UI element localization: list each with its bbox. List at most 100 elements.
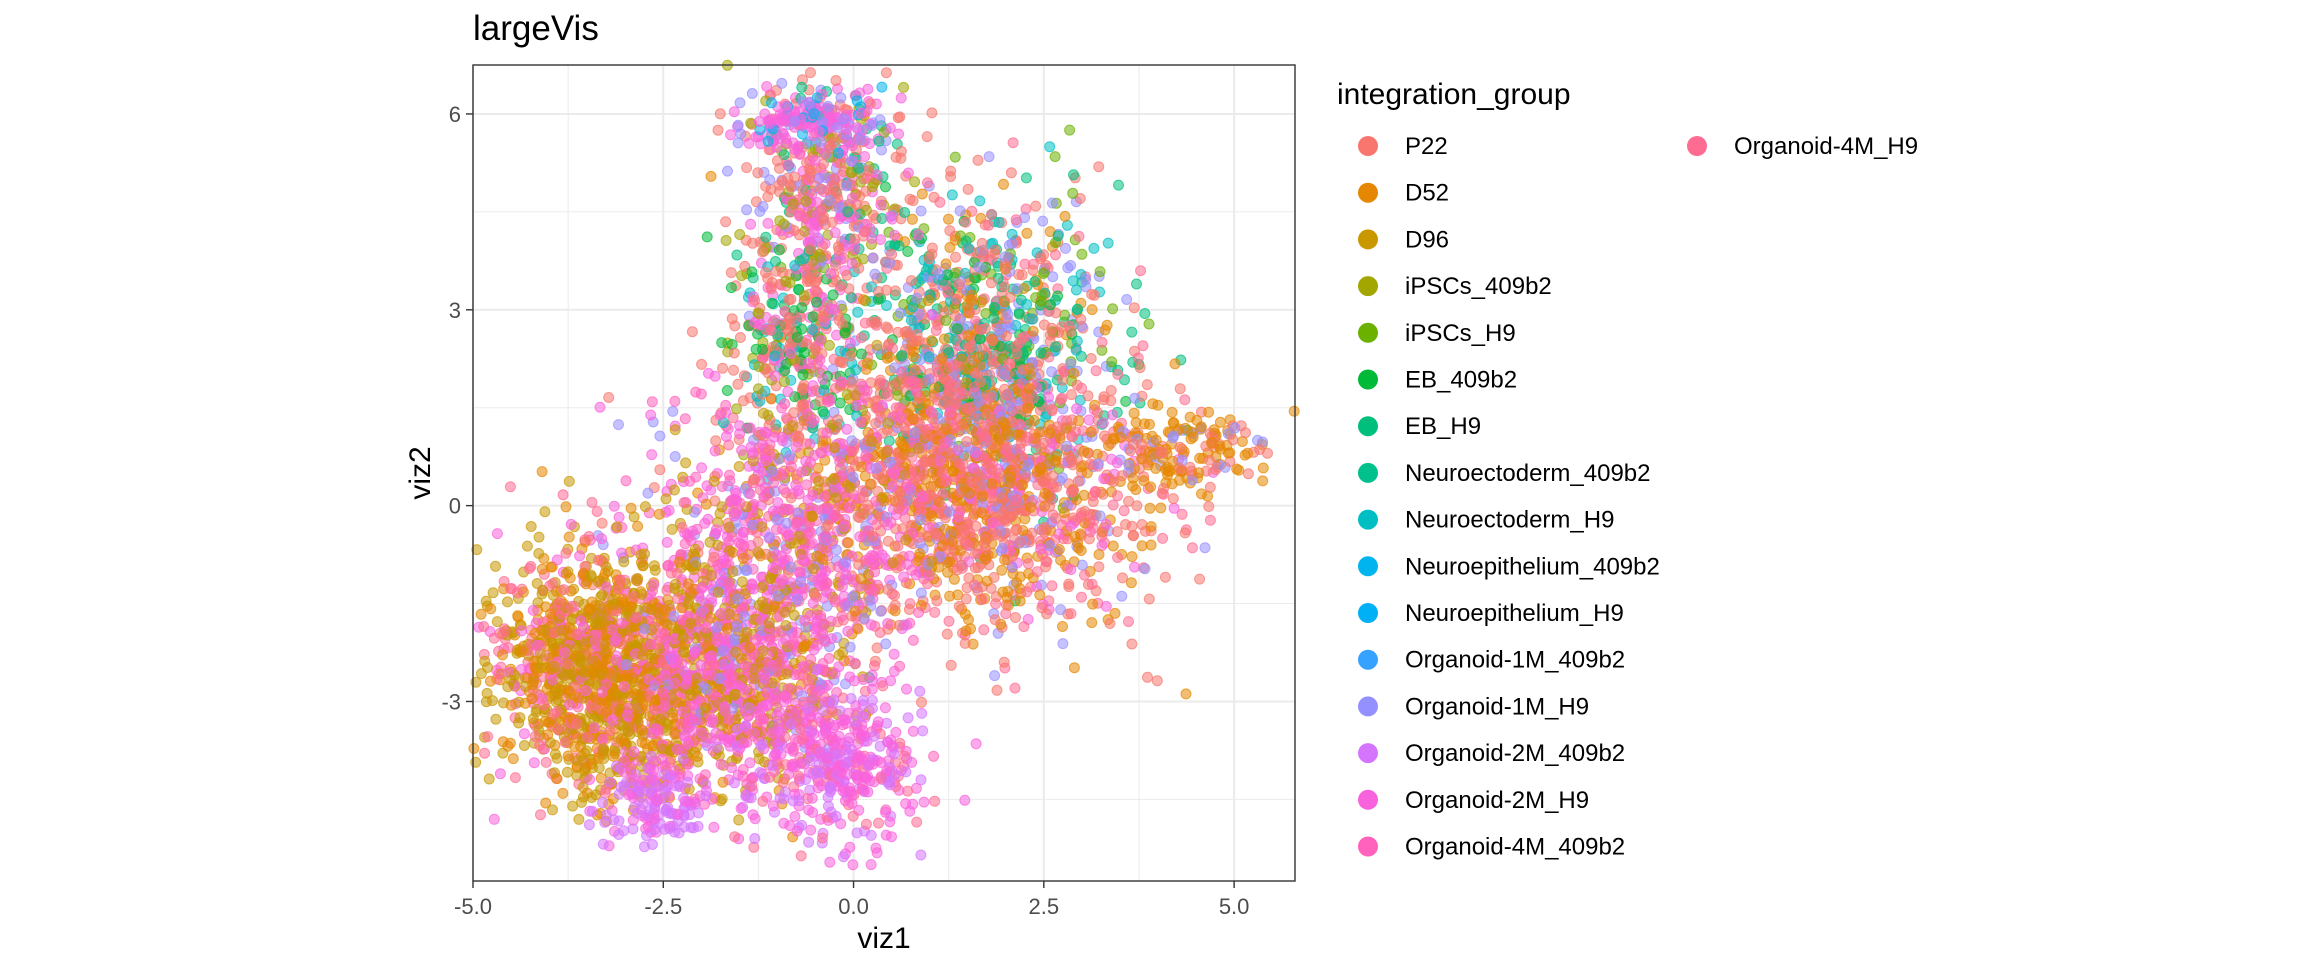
data-point [980, 533, 991, 545]
data-point [824, 194, 835, 206]
data-point [1010, 214, 1022, 226]
data-point [1046, 366, 1058, 378]
data-point [855, 416, 867, 428]
data-point [759, 482, 771, 493]
data-point [930, 325, 942, 336]
data-point [1111, 526, 1123, 538]
data-point [963, 614, 974, 626]
data-point [1106, 356, 1118, 368]
data-point [966, 289, 978, 301]
data-point [987, 335, 999, 346]
data-point [1035, 543, 1047, 555]
data-point [800, 195, 812, 207]
data-point [880, 321, 892, 333]
data-point [1044, 540, 1056, 552]
data-point [922, 295, 934, 306]
data-point [1021, 392, 1033, 404]
data-point [747, 447, 759, 459]
data-point [979, 323, 991, 335]
data-point [955, 559, 967, 571]
data-point [895, 152, 907, 164]
data-point [1143, 593, 1155, 605]
data-point [989, 670, 1001, 682]
data-point [785, 348, 797, 359]
data-point [856, 461, 868, 473]
data-point [900, 534, 912, 546]
data-point [539, 506, 551, 518]
data-point [1072, 303, 1084, 315]
data-point [716, 337, 728, 349]
data-point [1050, 341, 1062, 353]
data-point [909, 427, 921, 439]
data-point [849, 389, 861, 401]
data-point [998, 178, 1009, 190]
data-point [829, 442, 841, 454]
data-point [1126, 638, 1138, 650]
data-point [953, 457, 965, 469]
data-point [939, 437, 950, 449]
data-point [771, 155, 783, 167]
data-point [732, 378, 744, 390]
data-point [990, 528, 1002, 540]
data-point [1105, 395, 1117, 407]
data-point [864, 584, 876, 596]
data-point [867, 181, 878, 193]
data-point [1066, 389, 1077, 401]
data-point [1009, 682, 1021, 694]
data-point [507, 753, 519, 765]
data-point [1016, 479, 1027, 491]
data-point [834, 397, 846, 409]
data-point [1075, 545, 1087, 556]
data-point [699, 517, 711, 529]
data-point [560, 547, 572, 559]
data-point [829, 304, 840, 315]
data-point [1112, 368, 1124, 380]
data-point [894, 307, 906, 319]
data-point [785, 181, 797, 193]
data-point [830, 544, 842, 556]
data-point [1017, 364, 1029, 376]
data-point [961, 436, 973, 448]
data-point [834, 345, 846, 357]
data-point [869, 660, 880, 672]
data-point [961, 300, 973, 312]
data-point [765, 283, 777, 295]
data-point [892, 112, 904, 124]
data-point [737, 532, 749, 544]
data-point [714, 108, 726, 120]
data-point [823, 339, 835, 351]
data-point [714, 409, 726, 421]
data-point [983, 151, 995, 163]
data-point [933, 268, 944, 280]
data-point [1013, 308, 1025, 320]
data-point [1061, 219, 1073, 231]
data-point [1107, 409, 1118, 421]
data-point [1128, 407, 1140, 419]
data-point [1050, 249, 1061, 261]
data-point [1021, 586, 1033, 598]
data-point [749, 294, 761, 306]
data-point [987, 488, 999, 500]
data-point [1073, 230, 1085, 242]
data-point [729, 320, 741, 332]
data-point [1060, 242, 1071, 254]
data-point [882, 618, 894, 629]
data-point [760, 267, 771, 279]
data-point [980, 431, 992, 443]
data-point [881, 284, 892, 296]
data-point [720, 431, 732, 442]
data-point [733, 461, 745, 472]
data-point [866, 435, 877, 447]
data-point [821, 427, 833, 439]
data-point [875, 605, 887, 617]
data-point [762, 135, 774, 147]
data-point [864, 478, 876, 490]
data-point [591, 506, 603, 517]
data-point [844, 337, 856, 349]
data-point [1022, 558, 1034, 570]
data-point [767, 341, 779, 353]
data-point [936, 352, 948, 364]
data-point [859, 391, 871, 403]
data-point [784, 450, 796, 462]
data-point [942, 269, 953, 281]
